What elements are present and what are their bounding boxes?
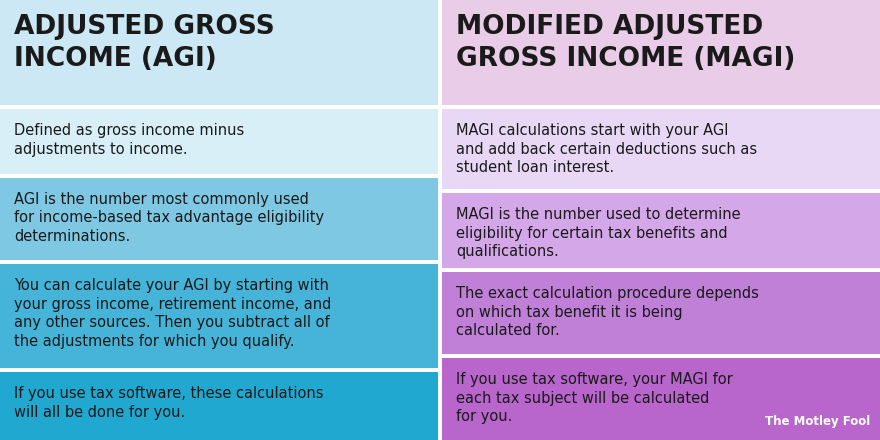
Bar (0, 178, 438, 260)
Bar (0, 372, 438, 440)
Text: MAGI is the number used to determine
eligibility for certain tax benefits and
qu: MAGI is the number used to determine eli… (456, 207, 741, 259)
Bar (0, 0, 438, 105)
Bar (0, 264, 438, 368)
Text: Defined as gross income minus
adjustments to income.: Defined as gross income minus adjustment… (14, 123, 245, 157)
Bar (442, 358, 880, 440)
Text: The Motley Fool: The Motley Fool (765, 415, 870, 428)
Bar (442, 272, 880, 354)
Text: You can calculate your AGI by starting with
your gross income, retirement income: You can calculate your AGI by starting w… (14, 278, 332, 349)
Bar (442, 0, 880, 105)
Text: If you use tax software, your MAGI for
each tax subject will be calculated
for y: If you use tax software, your MAGI for e… (456, 372, 733, 424)
Text: ADJUSTED GROSS
INCOME (AGI): ADJUSTED GROSS INCOME (AGI) (14, 14, 275, 72)
Text: AGI is the number most commonly used
for income-based tax advantage eligibility
: AGI is the number most commonly used for… (14, 191, 324, 244)
Bar (0, 109, 438, 174)
Bar (442, 193, 880, 268)
Text: The exact calculation procedure depends
on which tax benefit it is being
calcula: The exact calculation procedure depends … (456, 286, 759, 338)
Text: MAGI calculations start with your AGI
and add back certain deductions such as
st: MAGI calculations start with your AGI an… (456, 123, 757, 175)
Text: If you use tax software, these calculations
will all be done for you.: If you use tax software, these calculati… (14, 386, 324, 420)
Text: MODIFIED ADJUSTED
GROSS INCOME (MAGI): MODIFIED ADJUSTED GROSS INCOME (MAGI) (456, 14, 796, 72)
Bar (442, 109, 880, 189)
